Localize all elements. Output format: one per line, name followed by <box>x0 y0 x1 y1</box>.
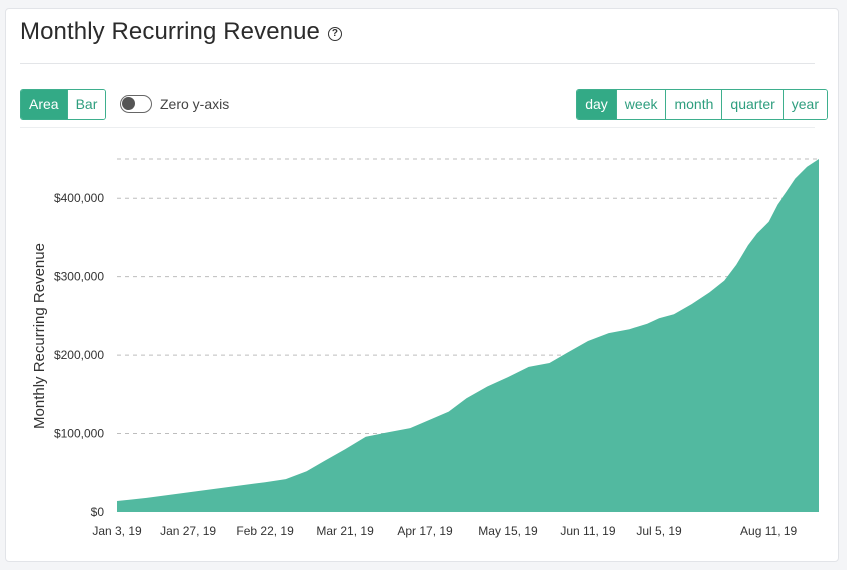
x-tick-label: Jan 27, 19 <box>160 524 216 538</box>
x-tick-label: May 15, 19 <box>478 524 538 538</box>
y-axis-title: Monthly Recurring Revenue <box>31 243 48 429</box>
x-tick-label: Jun 11, 19 <box>560 524 615 538</box>
y-tick-label: $400,000 <box>54 191 104 205</box>
period-month-button[interactable]: month <box>665 90 722 119</box>
zero-axis-control: Zero y-axis <box>120 95 229 113</box>
switch-knob <box>122 97 135 110</box>
header-divider <box>20 63 815 64</box>
x-tick-label: Mar 21, 19 <box>316 524 374 538</box>
x-tick-label: Jan 3, 19 <box>92 524 142 538</box>
revenue-area <box>117 159 819 512</box>
period-year-button[interactable]: year <box>782 90 827 119</box>
title-row: Monthly Recurring Revenue ? <box>20 18 342 46</box>
page-title: Monthly Recurring Revenue <box>20 18 320 45</box>
bar-button[interactable]: Bar <box>66 90 106 119</box>
help-circle-icon[interactable]: ? <box>327 26 342 41</box>
zero-axis-switch[interactable] <box>120 95 152 113</box>
y-tick-label: $300,000 <box>54 270 104 284</box>
chart-divider <box>20 127 815 128</box>
zero-axis-label: Zero y-axis <box>160 96 230 112</box>
x-tick-label: Apr 17, 19 <box>397 524 453 538</box>
x-tick-label: Jul 5, 19 <box>636 524 682 538</box>
period-day-button[interactable]: day <box>577 90 616 119</box>
period-selector: day week month quarter year <box>576 89 828 120</box>
area-button[interactable]: Area <box>21 90 67 119</box>
y-tick-label: $100,000 <box>54 427 104 441</box>
x-tick-label: Aug 11, 19 <box>740 524 797 538</box>
period-quarter-button[interactable]: quarter <box>721 90 783 119</box>
x-tick-label: Feb 22, 19 <box>236 524 294 538</box>
y-tick-label: $200,000 <box>54 348 104 362</box>
y-tick-label: $0 <box>91 505 105 519</box>
chart-type-toggle: Area Bar <box>20 89 107 120</box>
period-week-button[interactable]: week <box>615 90 666 119</box>
